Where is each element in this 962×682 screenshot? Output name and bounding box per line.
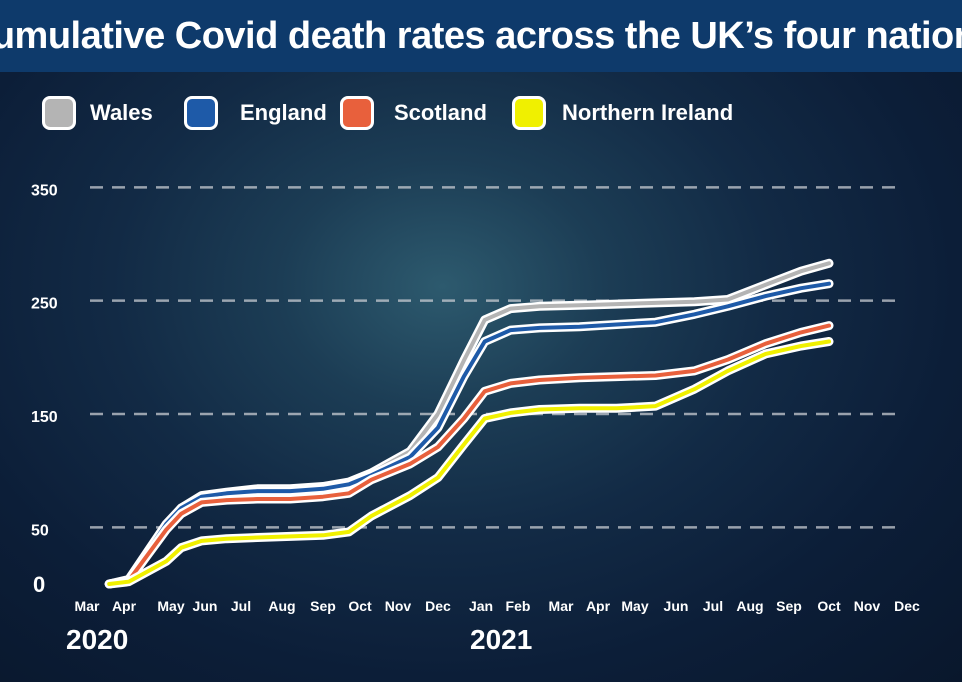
legend-item-northern-ireland: Northern Ireland: [512, 96, 733, 130]
x-tick-label-3: Jun: [193, 598, 218, 614]
legend-label-england: England: [240, 100, 327, 125]
series-line-england: [107, 281, 831, 586]
x-tick-label-9: Dec: [425, 598, 451, 614]
legend-label-scotland: Scotland: [394, 100, 487, 125]
y-tick-label-50: 50: [31, 522, 49, 539]
x-tick-label-8: Nov: [385, 598, 412, 614]
x-tick-label-1: Apr: [112, 598, 137, 614]
x-tick-label-17: Aug: [736, 598, 763, 614]
x-tick-label-19: Oct: [817, 598, 841, 614]
x-tick-label-0: Mar: [75, 598, 100, 614]
year-label-2021: 2021: [470, 624, 533, 655]
series-lines: [104, 258, 834, 589]
year-label-2020: 2020: [66, 624, 129, 655]
x-tick-label-20: Nov: [854, 598, 881, 614]
x-tick-label-21: Dec: [894, 598, 920, 614]
legend-swatch-northern-ireland: [512, 96, 546, 130]
y-tick-label-250: 250: [31, 296, 58, 313]
x-tick-label-4: Jul: [231, 598, 251, 614]
x-tick-label-16: Jul: [703, 598, 723, 614]
legend-label-northern-ireland: Northern Ireland: [562, 100, 734, 125]
x-tick-label-6: Sep: [310, 598, 336, 614]
legend-item-wales: Wales: [42, 96, 153, 130]
legend-swatch-england: [184, 96, 218, 130]
x-tick-label-5: Aug: [268, 598, 295, 614]
legend-swatch-scotland: [340, 96, 374, 130]
y-tick-label-150: 150: [31, 409, 58, 426]
y-tick-label-0: 0: [33, 572, 45, 597]
x-tick-label-7: Oct: [348, 598, 372, 614]
series-outline-northern-ireland: [104, 337, 834, 589]
chart-title: Cumulative Covid death rates across the …: [0, 14, 962, 57]
legend-item-england: England: [184, 96, 327, 130]
x-tick-label-2: May: [157, 598, 184, 614]
legend-item-scotland: Scotland: [340, 96, 487, 130]
title-bar: Cumulative Covid death rates across the …: [0, 0, 962, 72]
x-tick-label-14: May: [621, 598, 648, 614]
series-line-northern-ireland: [107, 339, 831, 586]
x-tick-label-13: Apr: [586, 598, 611, 614]
x-tick-label-10: Jan: [469, 598, 493, 614]
x-tick-label-11: Feb: [506, 598, 531, 614]
legend-swatch-wales: [42, 96, 76, 130]
x-tick-label-18: Sep: [776, 598, 802, 614]
legend-label-wales: Wales: [90, 100, 153, 125]
y-axis-ticks: 0 50 150 250 350: [31, 182, 58, 597]
series-line-scotland: [107, 323, 831, 586]
x-tick-label-15: Jun: [664, 598, 689, 614]
gridlines: [90, 186, 898, 529]
x-tick-label-12: Mar: [549, 598, 574, 614]
y-tick-label-350: 350: [31, 182, 58, 199]
x-axis-ticks: Mar Apr May Jun Jul Aug Sep Oct Nov Dec Jan Feb Mar A…: [75, 598, 921, 614]
